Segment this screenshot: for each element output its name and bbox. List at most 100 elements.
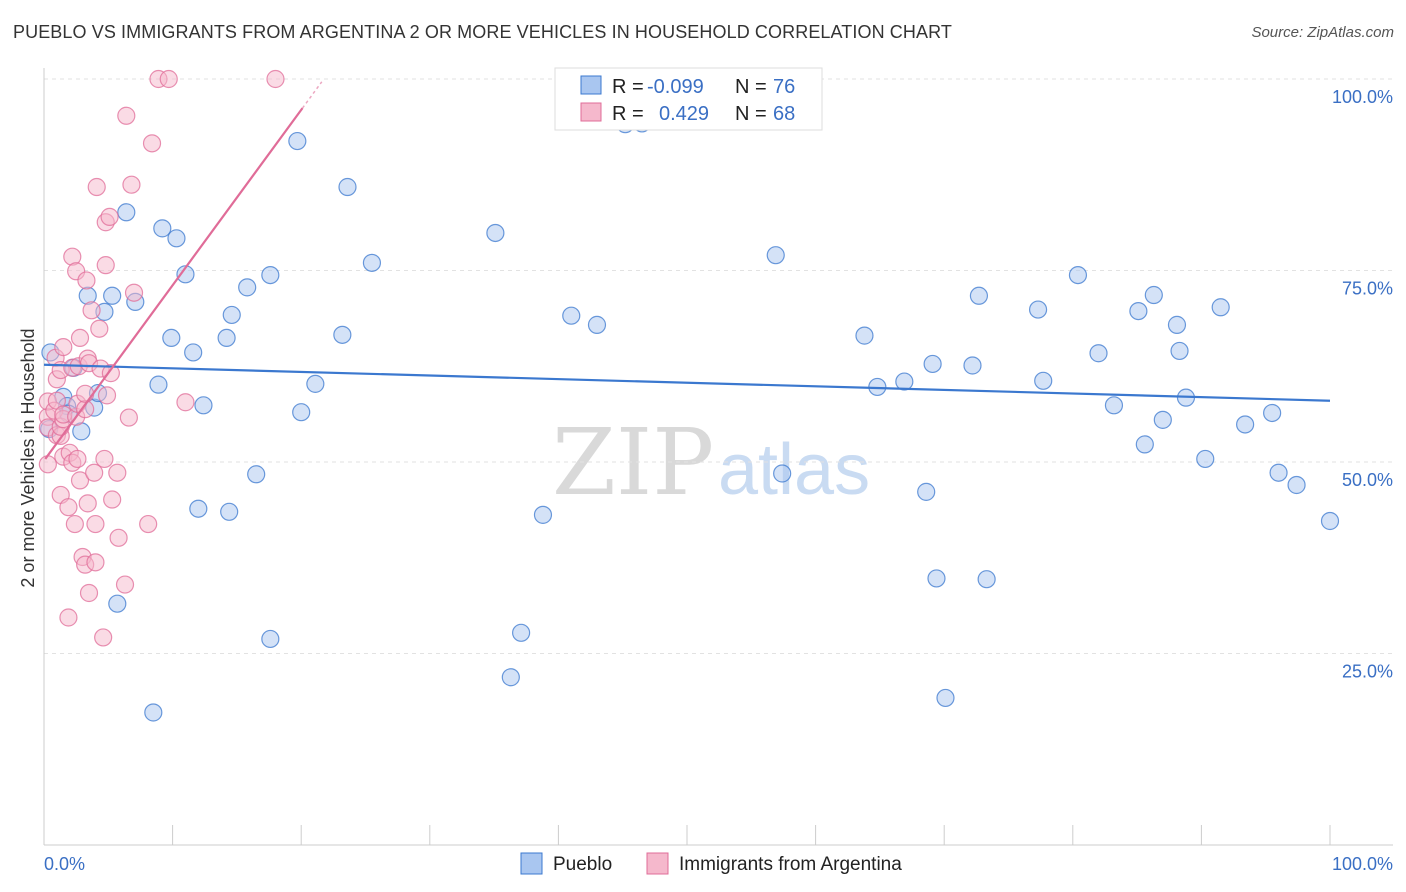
point-pueblo bbox=[1135, 435, 1154, 454]
point-argentina bbox=[76, 384, 95, 403]
point-pueblo bbox=[220, 502, 239, 521]
point-pueblo bbox=[1211, 298, 1230, 317]
point-argentina bbox=[142, 134, 162, 153]
series-argentina-points bbox=[38, 69, 285, 647]
bottom-legend-label-argentina: Immigrants from Argentina bbox=[679, 854, 902, 875]
point-pueblo bbox=[167, 229, 186, 248]
point-pueblo bbox=[217, 328, 236, 348]
point-pueblo bbox=[1028, 300, 1048, 319]
point-pueblo bbox=[261, 265, 280, 285]
point-argentina bbox=[96, 256, 115, 275]
legend-r-value-argentina: 0.429 bbox=[659, 103, 709, 125]
trend-line-pueblo bbox=[43, 363, 1331, 402]
point-pueblo bbox=[969, 286, 989, 305]
trend-line-argentina-extension bbox=[301, 81, 323, 109]
chart-title: PUEBLO VS IMMIGRANTS FROM ARGENTINA 2 OR… bbox=[13, 22, 952, 42]
point-argentina bbox=[176, 393, 195, 412]
series-legend: Pueblo Immigrants from Argentina bbox=[520, 852, 902, 875]
point-pueblo bbox=[144, 703, 163, 722]
y-tick-label: 75.0% bbox=[1342, 279, 1393, 299]
point-pueblo bbox=[261, 629, 280, 649]
point-argentina bbox=[86, 514, 105, 534]
legend-swatch-argentina bbox=[580, 102, 602, 122]
point-argentina bbox=[266, 69, 285, 89]
point-argentina bbox=[87, 177, 106, 197]
point-argentina bbox=[77, 271, 96, 290]
point-pueblo bbox=[1287, 475, 1306, 495]
point-pueblo bbox=[1104, 396, 1124, 415]
trend-line-argentina bbox=[44, 107, 304, 460]
point-argentina bbox=[86, 553, 105, 572]
point-pueblo bbox=[1144, 285, 1163, 305]
legend-n-label-argentina: N = bbox=[735, 103, 767, 125]
bottom-legend-label-pueblo: Pueblo bbox=[553, 854, 612, 875]
point-pueblo bbox=[587, 315, 607, 334]
point-pueblo bbox=[1167, 315, 1187, 334]
point-argentina bbox=[78, 494, 97, 513]
gridlines bbox=[44, 78, 1393, 654]
legend-n-label-pueblo: N = bbox=[735, 76, 767, 98]
point-argentina bbox=[97, 386, 117, 405]
point-pueblo bbox=[176, 265, 195, 284]
watermark-atlas: atlas bbox=[718, 430, 870, 510]
point-argentina bbox=[65, 514, 84, 534]
point-argentina bbox=[119, 408, 138, 427]
point-pueblo bbox=[153, 219, 172, 238]
point-argentina bbox=[100, 207, 119, 226]
point-argentina bbox=[38, 455, 57, 474]
point-pueblo bbox=[333, 325, 352, 344]
source-label: Source: ZipAtlas.com bbox=[1251, 24, 1394, 41]
point-pueblo bbox=[1236, 415, 1255, 434]
point-pueblo bbox=[362, 253, 382, 272]
point-argentina bbox=[82, 301, 101, 320]
y-tick-label: 100.0% bbox=[1332, 87, 1393, 107]
point-pueblo bbox=[103, 286, 122, 305]
point-pueblo bbox=[1320, 511, 1340, 531]
point-pueblo bbox=[766, 246, 785, 265]
point-argentina bbox=[79, 583, 99, 603]
point-pueblo bbox=[977, 570, 996, 589]
point-pueblo bbox=[936, 688, 955, 708]
correlation-legend: R = -0.099 N = 76 R = 0.429 N = 68 bbox=[554, 67, 823, 131]
point-argentina bbox=[59, 498, 78, 517]
point-argentina bbox=[54, 338, 73, 357]
point-pueblo bbox=[288, 131, 307, 151]
legend-r-value-pueblo: -0.099 bbox=[647, 76, 704, 98]
point-pueblo bbox=[194, 396, 213, 415]
point-argentina bbox=[117, 106, 136, 125]
bottom-legend-swatch-argentina bbox=[646, 852, 669, 875]
point-pueblo bbox=[1263, 403, 1282, 423]
point-pueblo bbox=[963, 356, 982, 375]
point-pueblo bbox=[917, 482, 936, 501]
point-argentina bbox=[124, 283, 144, 302]
point-pueblo bbox=[855, 326, 874, 345]
point-pueblo bbox=[238, 278, 257, 297]
point-pueblo bbox=[189, 499, 208, 518]
point-pueblo bbox=[773, 464, 792, 483]
watermark: ZIP atlas bbox=[552, 409, 870, 516]
legend-n-value-argentina: 68 bbox=[773, 103, 795, 125]
point-argentina bbox=[122, 175, 141, 194]
point-argentina bbox=[101, 364, 120, 383]
point-pueblo bbox=[895, 372, 914, 391]
point-pueblo bbox=[184, 343, 203, 362]
point-pueblo bbox=[1196, 449, 1215, 469]
point-argentina bbox=[108, 463, 127, 482]
point-pueblo bbox=[1089, 344, 1108, 363]
point-argentina bbox=[70, 328, 90, 348]
point-pueblo bbox=[512, 623, 531, 642]
point-pueblo bbox=[338, 177, 357, 197]
point-argentina bbox=[68, 449, 87, 469]
point-pueblo bbox=[533, 505, 553, 524]
legend-r-label-pueblo: R = bbox=[612, 76, 644, 98]
point-pueblo bbox=[1269, 463, 1288, 482]
legend-swatch-pueblo bbox=[580, 75, 602, 95]
y-tick-label: 25.0% bbox=[1342, 662, 1393, 682]
point-pueblo bbox=[247, 465, 266, 484]
point-argentina bbox=[103, 490, 122, 509]
point-pueblo bbox=[222, 305, 241, 325]
point-pueblo bbox=[1034, 371, 1053, 390]
point-pueblo bbox=[501, 668, 520, 687]
y-axis-title: 2 or more Vehicles in Household bbox=[18, 328, 38, 587]
